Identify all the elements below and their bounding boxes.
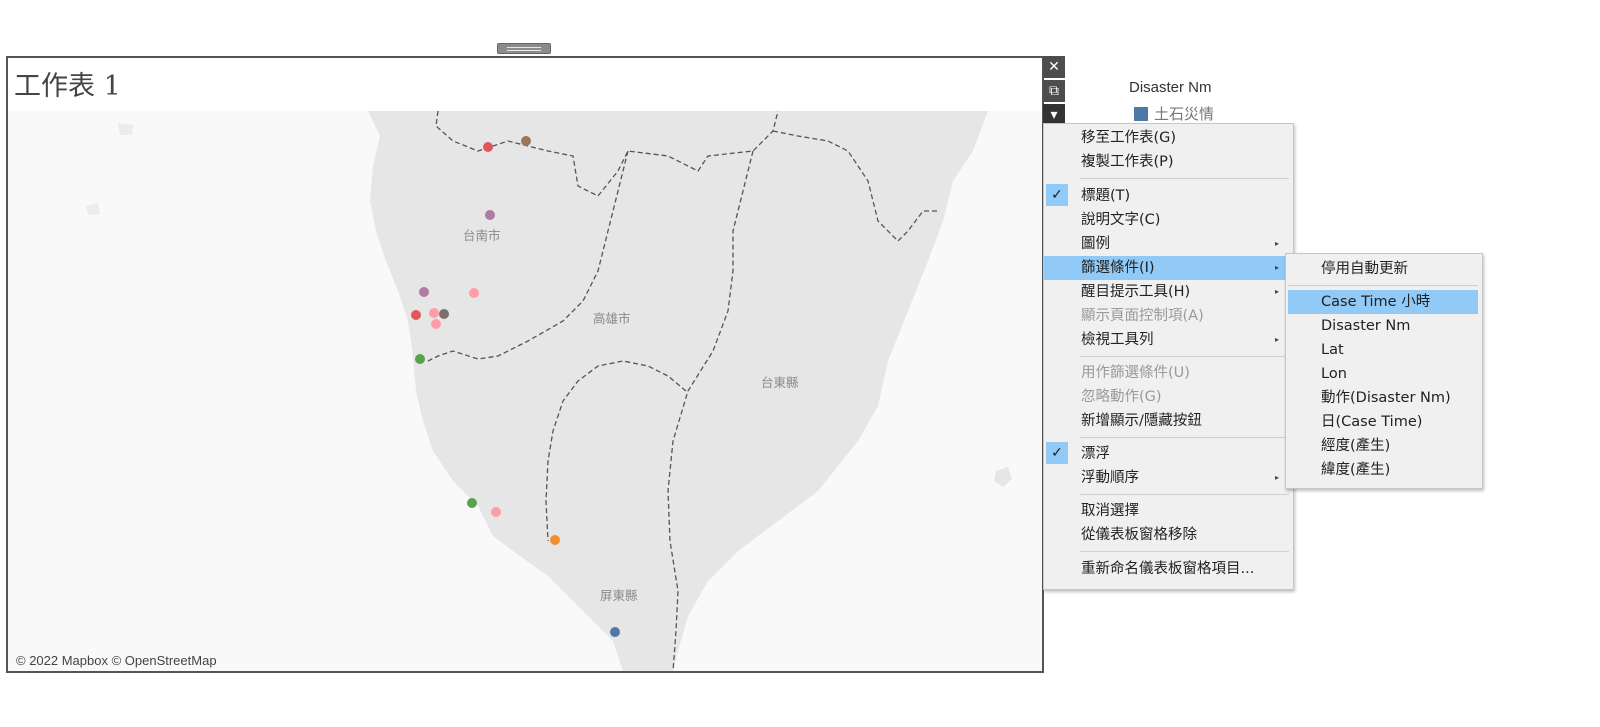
submenu-arrow-icon: ▸: [1274, 263, 1279, 272]
map-point: [429, 308, 439, 318]
submenu-arrow-icon: ▸: [1274, 473, 1279, 482]
menu-separator: [1080, 494, 1289, 495]
submenu-arrow-icon: ▸: [1274, 287, 1279, 296]
submenu-item-case-time-hour[interactable]: Case Time 小時: [1288, 290, 1478, 314]
map-points[interactable]: [411, 136, 620, 637]
legend-title: Disaster Nm: [1129, 79, 1212, 96]
menu-item-duplicate-sheet[interactable]: 複製工作表(P): [1081, 154, 1174, 170]
submenu-item-action-disaster-nm[interactable]: 動作(Disaster Nm): [1321, 390, 1451, 406]
menu-item-title[interactable]: ✓ 標題(T): [1044, 184, 1293, 208]
map-point: [491, 507, 501, 517]
legend-swatch: [1134, 106, 1148, 121]
map-point: [467, 498, 477, 508]
worksheet-panel[interactable]: 工作表 1 台南市 高雄市 台東縣 屏東縣: [6, 56, 1044, 673]
submenu-arrow-icon: ▸: [1274, 335, 1279, 344]
map-point: [610, 627, 620, 637]
island: [86, 203, 100, 215]
map-point: [469, 288, 479, 298]
county-border: [435, 111, 779, 197]
map-label-pingtung: 屏東縣: [600, 588, 638, 603]
submenu-item-latitude[interactable]: 緯度(產生): [1321, 462, 1391, 478]
submenu-item-lon[interactable]: Lon: [1321, 366, 1347, 382]
county-border: [427, 150, 629, 362]
map-point: [550, 535, 560, 545]
map-point: [419, 287, 429, 297]
menu-item-page-controls: 顯示頁面控制項(A): [1081, 308, 1204, 324]
county-border: [772, 130, 938, 242]
drag-handle[interactable]: [497, 43, 551, 54]
menu-item-ignore-actions: 忽略動作(G): [1081, 389, 1162, 405]
menu-item-add-show-hide-button[interactable]: 新增顯示/隱藏按鈕: [1081, 413, 1202, 429]
menu-separator: [1080, 178, 1289, 179]
menu-item-caption[interactable]: 說明文字(C): [1081, 212, 1161, 228]
submenu-arrow-icon: ▸: [1274, 239, 1279, 248]
menu-item-highlighters[interactable]: 醒目提示工具(H) ▸: [1044, 280, 1293, 304]
submenu-item-longitude[interactable]: 經度(產生): [1321, 438, 1391, 454]
menu-item-view-toolbar[interactable]: 檢視工具列 ▸: [1044, 328, 1293, 352]
external-link-icon[interactable]: ⧉: [1043, 80, 1065, 102]
menu-item-go-to-sheet[interactable]: 移至工作表(G): [1081, 130, 1177, 146]
land-area: [368, 111, 988, 671]
county-border: [667, 150, 754, 671]
map-point: [431, 319, 441, 329]
menu-item-floating-order[interactable]: 浮動順序 ▸: [1044, 466, 1293, 490]
menu-separator: [1288, 285, 1478, 286]
close-icon[interactable]: ✕: [1043, 56, 1065, 78]
menu-item-deselect[interactable]: 取消選擇: [1081, 503, 1139, 519]
map-point: [521, 136, 531, 146]
menu-item-remove-from-dashboard[interactable]: 從儀表板窗格移除: [1081, 527, 1197, 543]
menu-separator: [1080, 356, 1289, 357]
submenu-item-day-case-time[interactable]: 日(Case Time): [1321, 414, 1423, 430]
legend-item-label: 土石災情: [1154, 105, 1215, 123]
map-attribution[interactable]: © 2022 Mapbox © OpenStreetMap: [12, 652, 221, 669]
caret-down-icon[interactable]: ▾: [1043, 104, 1065, 126]
map-label-taitung: 台東縣: [761, 375, 799, 390]
submenu-item-disaster-nm[interactable]: Disaster Nm: [1321, 318, 1411, 334]
floating-controls: ✕ ⧉ ▾: [1043, 56, 1065, 128]
filter-submenu: 停用自動更新 Case Time 小時 Disaster Nm Lat Lon …: [1285, 253, 1483, 489]
legend-item[interactable]: 土石災情: [1134, 103, 1214, 124]
map-svg: 台南市 高雄市 台東縣 屏東縣: [86, 111, 1012, 671]
map-point: [483, 142, 493, 152]
menu-item-legend[interactable]: 圖例 ▸: [1044, 232, 1293, 256]
menu-separator: [1080, 437, 1289, 438]
map-label-kaohsiung: 高雄市: [593, 311, 631, 326]
check-icon: ✓: [1046, 184, 1068, 206]
map-point: [415, 354, 425, 364]
map-label-tainan: 台南市: [463, 228, 501, 243]
menu-separator: [1080, 551, 1289, 552]
menu-item-rename-dashboard-item[interactable]: 重新命名儀表板窗格項目...: [1081, 561, 1255, 577]
submenu-item-disable-auto-update[interactable]: 停用自動更新: [1321, 261, 1408, 277]
context-menu: 移至工作表(G) 複製工作表(P) ✓ 標題(T) 說明文字(C) 圖例 ▸ 篩選條…: [1043, 123, 1294, 590]
county-border: [545, 360, 687, 542]
map-point: [411, 310, 421, 320]
island: [118, 123, 133, 135]
map-view[interactable]: 台南市 高雄市 台東縣 屏東縣 © 2022 Map: [8, 111, 1042, 671]
worksheet-title: 工作表 1: [14, 71, 121, 102]
menu-item-use-as-filter: 用作篩選條件(U): [1081, 365, 1190, 381]
submenu-item-lat[interactable]: Lat: [1321, 342, 1344, 358]
island: [994, 467, 1012, 487]
menu-item-filters[interactable]: 篩選條件(I) ▸: [1044, 256, 1293, 280]
menu-item-floating[interactable]: ✓ 漂浮: [1044, 442, 1293, 466]
map-point: [439, 309, 449, 319]
map-point: [485, 210, 495, 220]
check-icon: ✓: [1046, 442, 1068, 464]
